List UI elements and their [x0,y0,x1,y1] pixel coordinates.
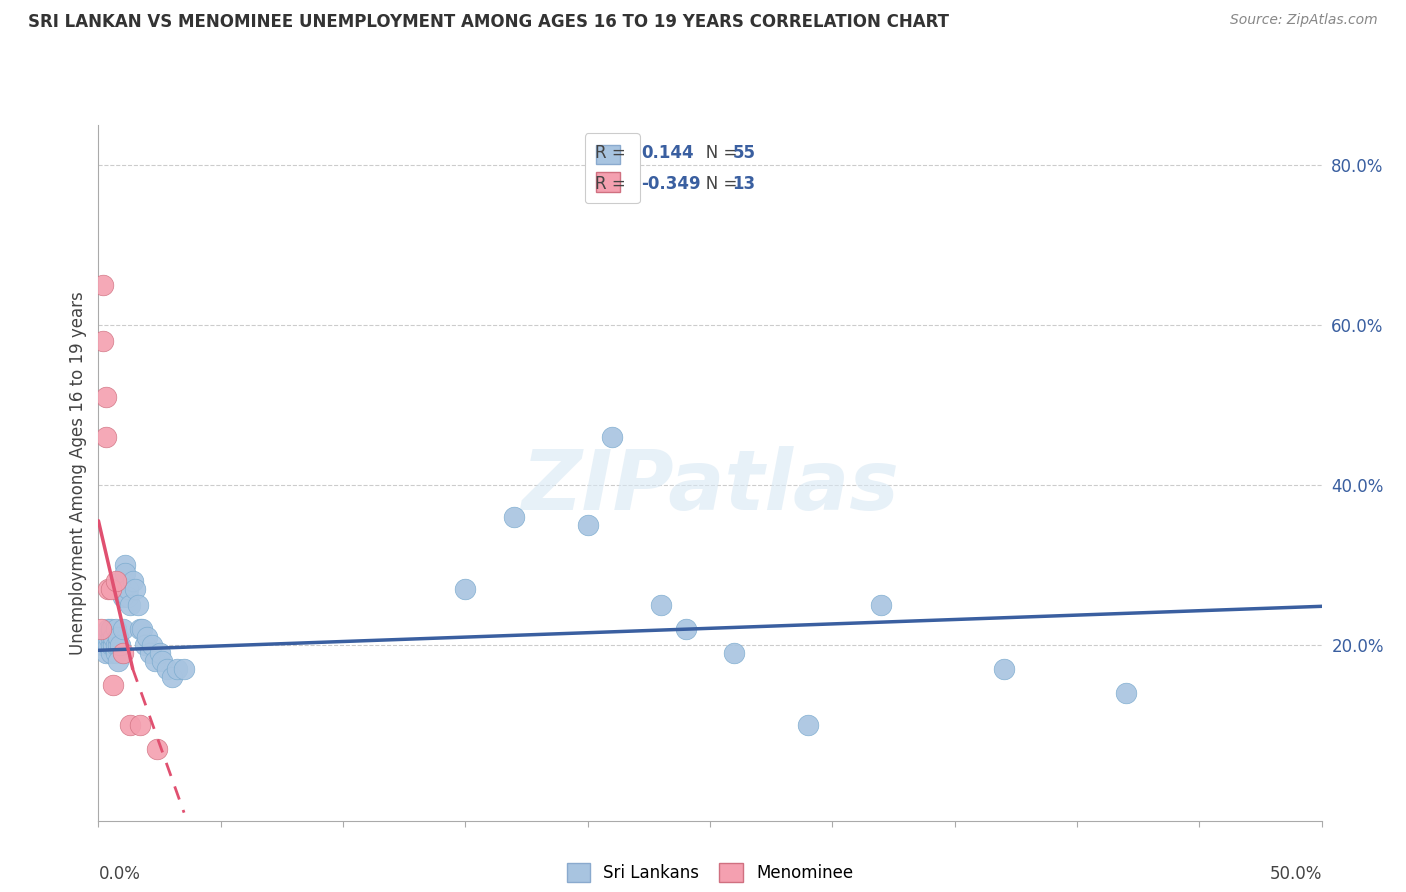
Point [121,574,143,588]
Point [114,558,136,572]
Point [675,622,697,636]
Point [146,741,169,756]
Point [104,622,127,636]
Point [91,334,114,348]
Point [136,630,159,644]
Point [134,638,156,652]
Point [650,598,672,612]
Point [104,638,127,652]
Point [117,582,139,596]
Point [104,574,127,588]
Point [90,622,112,636]
Point [454,582,477,596]
Text: ZIPatlas: ZIPatlas [522,446,898,527]
Point [120,717,142,731]
Point [100,646,122,660]
Y-axis label: Unemployment Among Ages 16 to 19 years: Unemployment Among Ages 16 to 19 years [69,291,87,655]
Point [723,646,745,660]
Point [129,717,152,731]
Point [107,654,129,668]
Point [111,590,134,604]
Text: N =: N = [690,175,742,193]
Point [94,390,117,404]
Text: R =: R = [595,175,630,193]
Point [127,598,149,612]
Point [156,662,179,676]
Point [97,622,120,636]
Point [100,582,122,596]
Text: R =: R = [595,144,636,161]
Point [91,638,114,652]
Point [797,717,820,731]
Point [600,430,623,444]
Point [1115,686,1137,700]
Point [110,638,132,652]
Point [166,662,188,676]
Text: Source: ZipAtlas.com: Source: ZipAtlas.com [1230,13,1378,28]
Legend: Sri Lankans, Menominee: Sri Lankans, Menominee [560,856,860,888]
Text: N =: N = [690,144,742,161]
Point [94,430,117,444]
Point [173,662,195,676]
Point [131,622,153,636]
Point [141,638,163,652]
Point [576,517,599,532]
Point [124,582,146,596]
Point [111,646,134,660]
Point [100,622,122,636]
Point [100,630,122,644]
Point [129,622,152,636]
Point [110,574,132,588]
Text: 50.0%: 50.0% [1270,864,1322,882]
Point [101,630,124,644]
Point [114,566,136,580]
Text: 55: 55 [733,144,755,161]
Point [100,638,122,652]
Point [91,277,114,292]
Point [97,630,120,644]
Point [143,654,166,668]
Point [101,638,124,652]
Point [97,638,120,652]
Text: SRI LANKAN VS MENOMINEE UNEMPLOYMENT AMONG AGES 16 TO 19 YEARS CORRELATION CHART: SRI LANKAN VS MENOMINEE UNEMPLOYMENT AMO… [28,13,949,31]
Point [107,630,129,644]
Point [94,646,117,660]
Point [107,638,129,652]
Point [150,654,173,668]
Text: 0.0%: 0.0% [98,864,141,882]
Point [101,638,124,652]
Text: -0.349: -0.349 [641,175,700,193]
Point [870,598,893,612]
Text: 13: 13 [733,175,755,193]
Point [97,582,120,596]
Point [101,678,124,692]
Point [993,662,1015,676]
Point [503,509,526,524]
Point [104,646,127,660]
Point [117,590,139,604]
Point [111,622,134,636]
Point [120,598,142,612]
Point [160,670,183,684]
Point [94,630,117,644]
Point [149,646,172,660]
Text: 0.144: 0.144 [641,144,693,161]
Point [139,646,162,660]
